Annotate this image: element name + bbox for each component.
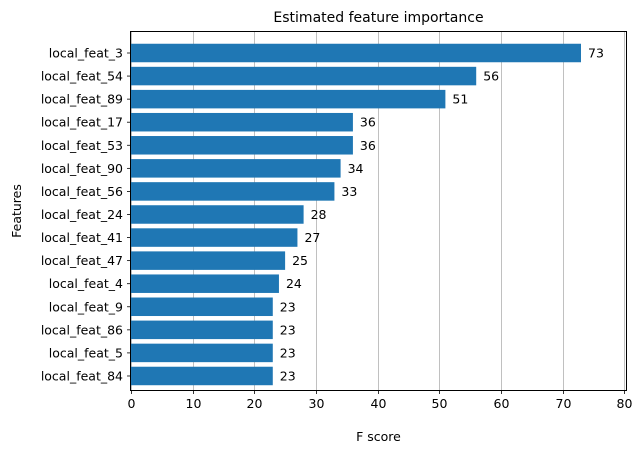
x-tick-label: 0 xyxy=(128,396,136,411)
y-tick-label: local_feat_53 xyxy=(41,138,123,153)
bar-value-label: 36 xyxy=(360,138,376,153)
x-axis-title: F score xyxy=(356,429,401,444)
x-tick-label: 50 xyxy=(432,396,448,411)
bar-value-label: 36 xyxy=(360,115,376,130)
y-tick-label: local_feat_5 xyxy=(49,345,123,360)
x-tick-label: 60 xyxy=(494,396,510,411)
x-tick-label: 40 xyxy=(371,396,387,411)
chart-title: Estimated feature importance xyxy=(273,10,483,26)
x-tick-label: 70 xyxy=(556,396,572,411)
y-tick-label: local_feat_90 xyxy=(41,161,123,176)
y-tick-label: local_feat_54 xyxy=(41,69,123,84)
bar xyxy=(131,228,298,247)
bar xyxy=(131,66,477,86)
bar-value-label: 51 xyxy=(452,92,468,107)
y-tick-label: local_feat_17 xyxy=(41,115,123,130)
x-tick-label: 30 xyxy=(309,396,325,411)
bar-value-label: 56 xyxy=(483,69,499,84)
bar xyxy=(131,274,279,293)
bar-value-label: 28 xyxy=(311,207,327,222)
bar-value-label: 23 xyxy=(280,368,296,383)
bar-value-label: 23 xyxy=(280,322,296,337)
bar xyxy=(131,320,273,340)
bar-value-label: 33 xyxy=(341,184,357,199)
bar xyxy=(131,159,341,178)
y-tick-label: local_feat_89 xyxy=(41,92,123,107)
x-tick-label: 10 xyxy=(186,396,202,411)
bar xyxy=(131,297,273,317)
y-axis-title: Features xyxy=(9,184,24,238)
bar xyxy=(131,251,286,270)
bar-value-labels: 73 56 51 36 36 34 33 28 27 25 24 23 23 23 23 xyxy=(280,46,604,384)
bar-value-label: 25 xyxy=(292,253,308,268)
y-tick-label: local_feat_84 xyxy=(41,368,123,383)
x-tick-label: 80 xyxy=(617,396,633,411)
x-axis-ticks: 0 10 20 30 40 50 60 70 80 xyxy=(128,390,633,411)
y-tick-label: local_feat_24 xyxy=(41,207,123,222)
bar xyxy=(131,366,273,386)
y-tick-label: local_feat_41 xyxy=(41,230,123,245)
bar xyxy=(131,136,353,155)
bar-value-label: 34 xyxy=(348,161,364,176)
bar-value-label: 27 xyxy=(304,230,320,245)
bar-value-label: 23 xyxy=(280,299,296,314)
bar xyxy=(131,43,581,63)
bars xyxy=(131,43,581,386)
y-tick-label: local_feat_4 xyxy=(49,276,123,291)
y-tick-label: local_feat_3 xyxy=(49,46,123,61)
y-axis-ticks: local_feat_3 local_feat_54 local_feat_89lo… xyxy=(41,46,131,383)
y-tick-label: local_feat_86 xyxy=(41,322,123,337)
bar-value-label: 73 xyxy=(588,46,604,61)
y-tick-label: local_feat_47 xyxy=(41,253,123,268)
bar-value-label: 24 xyxy=(286,276,302,291)
bar-value-label: 23 xyxy=(280,345,296,360)
bar xyxy=(131,89,446,109)
bar xyxy=(131,343,273,363)
y-tick-label: local_feat_56 xyxy=(41,184,123,199)
bar xyxy=(131,112,353,132)
x-tick-label: 20 xyxy=(247,396,263,411)
y-tick-label: local_feat_9 xyxy=(49,299,123,314)
bar xyxy=(131,182,335,201)
bar xyxy=(131,205,304,224)
